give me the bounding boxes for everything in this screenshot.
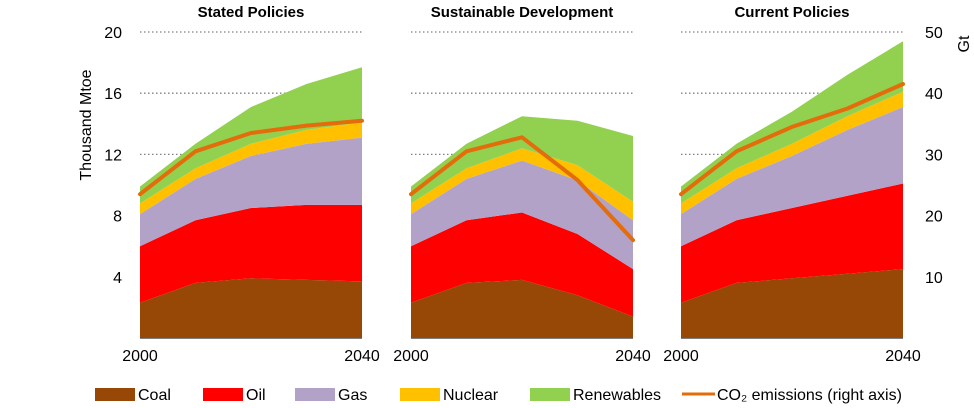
x-tick-label: 2040 xyxy=(615,348,651,365)
legend-oil-label: Oil xyxy=(246,387,266,404)
x-tick-label: 2000 xyxy=(663,348,699,365)
legend-coal-label: Coal xyxy=(138,387,171,404)
y-left-tick-label: 4 xyxy=(113,270,122,287)
y-left-tick-label: 16 xyxy=(104,86,122,103)
area-coal-stated-policies xyxy=(140,278,362,338)
x-tick-label: 2040 xyxy=(885,348,921,365)
legend-gas-label: Gas xyxy=(338,387,367,404)
legend-coal-swatch xyxy=(95,388,135,401)
y-right-tick-label: 40 xyxy=(925,86,943,103)
legend-nuclear-swatch xyxy=(400,388,440,401)
y-right-tick-label: 30 xyxy=(925,147,943,164)
area-oil-stated-policies xyxy=(140,204,362,303)
panel-title: Sustainable Development xyxy=(431,4,614,21)
area-gas-stated-policies xyxy=(140,137,362,247)
x-tick-label: 2000 xyxy=(393,348,429,365)
legend-gas-swatch xyxy=(295,388,335,401)
co2-line-stated-policies xyxy=(138,118,364,197)
co2-line-sustainable-development xyxy=(409,135,635,243)
x-tick-label: 2000 xyxy=(122,348,158,365)
y-left-tick-label: 12 xyxy=(104,147,122,164)
y-right-tick-label: 20 xyxy=(925,209,943,226)
area-nuclear-sustainable-development xyxy=(411,148,633,221)
area-gas-sustainable-development xyxy=(411,160,633,270)
legend-co2-label: CO₂ emissions (right axis) xyxy=(717,387,902,404)
x-tick-label: 2040 xyxy=(344,348,380,365)
y-left-tick-label: 20 xyxy=(104,25,122,42)
y-right-tick-label: 50 xyxy=(925,25,943,42)
y-right-tick-label: 10 xyxy=(925,270,943,287)
legend-renewables-label: Renewables xyxy=(573,387,661,404)
y-right-axis-label: Gt xyxy=(956,35,973,52)
area-nuclear-stated-policies xyxy=(140,122,362,215)
area-nuclear-current-policies xyxy=(681,91,903,215)
y-left-tick-label: 8 xyxy=(113,209,122,226)
area-gas-current-policies xyxy=(681,107,903,247)
legend-renewables-swatch xyxy=(530,388,570,401)
legend-nuclear-label: Nuclear xyxy=(443,387,499,404)
area-coal-current-policies xyxy=(681,269,903,338)
area-renewables-current-policies xyxy=(681,41,903,204)
panel-title: Stated Policies xyxy=(198,4,305,21)
y-left-axis-label: Thousand Mtoe xyxy=(78,69,95,180)
legend-oil-swatch xyxy=(203,388,243,401)
area-oil-sustainable-development xyxy=(411,212,633,317)
area-renewables-stated-policies xyxy=(140,67,362,204)
panel-title: Current Policies xyxy=(734,4,849,21)
co2-line-current-policies xyxy=(679,82,905,197)
area-renewables-sustainable-development xyxy=(411,116,633,204)
area-oil-current-policies xyxy=(681,183,903,303)
area-coal-sustainable-development xyxy=(411,279,633,338)
